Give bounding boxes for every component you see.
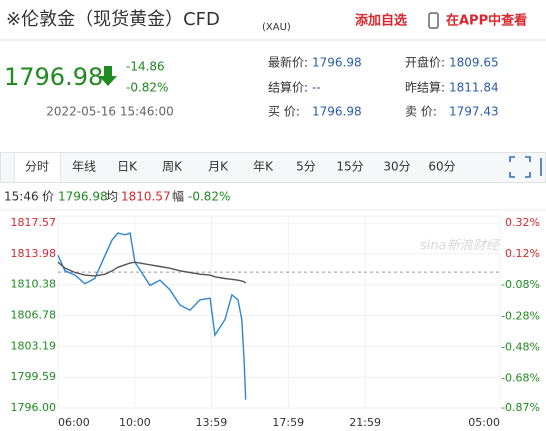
stat-value: 1811.84 bbox=[449, 81, 499, 95]
stat-label: 卖 价: bbox=[405, 105, 437, 119]
tab[interactable]: 日K bbox=[117, 160, 138, 174]
x-tick-label: 17:59 bbox=[272, 416, 304, 429]
tab[interactable]: 30分 bbox=[383, 160, 410, 174]
x-tick-label: 05:00 bbox=[468, 416, 500, 429]
open-app[interactable]: 在APP中查看 bbox=[446, 13, 527, 29]
y2-tick-label: -0.87% bbox=[501, 401, 540, 414]
code: (XAU) bbox=[262, 22, 291, 33]
chart: 1817.57 1813.98 1810.38 1806.78 1803.19 1799.… bbox=[11, 215, 540, 429]
y2-tick-label: 0.12% bbox=[505, 247, 540, 260]
tab-active bbox=[14, 152, 61, 183]
tab[interactable]: 年K bbox=[253, 160, 274, 174]
y-tick-label: 1813.98 bbox=[11, 247, 57, 260]
price-line bbox=[57, 232, 247, 400]
info-pct-label: 幅 bbox=[172, 189, 184, 204]
stats: 最新价: 1796.98 开盘价: 1809.65 结算价: -- 昨结算: 1811.84 买… bbox=[268, 55, 499, 119]
stat-label: 昨结算: bbox=[405, 80, 445, 95]
watermark: sina新浪财经 bbox=[420, 238, 501, 254]
expand-icon[interactable] bbox=[509, 156, 531, 178]
y-tick-label: 1796.00 bbox=[11, 401, 57, 414]
tab[interactable]: 60分 bbox=[428, 160, 455, 174]
stat-label: 最新价: bbox=[268, 55, 308, 70]
stat-value: 1797.43 bbox=[449, 105, 499, 119]
info-avg: 1810.57 bbox=[121, 190, 171, 204]
tab-bar bbox=[0, 152, 546, 183]
stat-value: 1796.98 bbox=[312, 56, 362, 70]
phone-icon bbox=[428, 12, 439, 29]
y2-tick-label: -0.08% bbox=[501, 278, 540, 291]
y2-tick-label: -0.68% bbox=[501, 371, 540, 384]
price: 1796.98 bbox=[4, 63, 103, 91]
tab[interactable]: 分时 bbox=[25, 160, 49, 174]
tab[interactable]: 月K bbox=[208, 160, 229, 174]
info-price-label: 价 bbox=[42, 190, 54, 204]
tab[interactable]: 5分 bbox=[296, 160, 316, 174]
stat-label: 买 价: bbox=[268, 105, 300, 119]
stat-value: 1796.98 bbox=[312, 105, 362, 119]
title: ※伦敦金（现货黄金）CFD bbox=[6, 9, 220, 30]
change-pct: -0.82% bbox=[126, 81, 168, 95]
x-tick-label: 06:00 bbox=[58, 416, 90, 429]
y-tick-label: 1799.59 bbox=[11, 370, 57, 383]
info-pct: -0.82% bbox=[188, 190, 230, 204]
y2-tick-label: 0.32% bbox=[505, 216, 540, 229]
y2-tick-label: -0.28% bbox=[501, 309, 540, 322]
info-price: 1796.98 bbox=[58, 190, 108, 204]
x-tick-label: 21:59 bbox=[349, 416, 381, 429]
y2-tick-label: -0.48% bbox=[501, 340, 540, 353]
stat-value: 1809.65 bbox=[449, 56, 499, 70]
stat-value: -- bbox=[312, 81, 321, 95]
y-tick-label: 1817.57 bbox=[11, 216, 57, 229]
tab[interactable]: 周K bbox=[162, 160, 183, 174]
x-tick-label: 10:00 bbox=[119, 416, 151, 429]
y-tick-label: 1810.38 bbox=[11, 278, 57, 291]
tab[interactable]: 年线 bbox=[72, 160, 96, 174]
tab[interactable]: 15分 bbox=[336, 160, 363, 174]
average-line bbox=[57, 261, 247, 284]
down-arrow bbox=[99, 66, 117, 86]
change: -14.86 bbox=[126, 60, 165, 74]
quote-time: 2022-05-16 15:46:00 bbox=[46, 105, 173, 119]
add-watchlist[interactable]: 添加自选 bbox=[355, 13, 407, 29]
stat-label: 结算价: bbox=[268, 80, 308, 95]
stat-label: 开盘价: bbox=[405, 55, 445, 70]
x-tick-label: 13:59 bbox=[196, 416, 228, 429]
info-avg-label: 均 bbox=[106, 190, 118, 204]
y-tick-label: 1806.78 bbox=[11, 309, 57, 322]
info-time: 15:46 bbox=[4, 190, 39, 204]
y-tick-label: 1803.19 bbox=[11, 339, 57, 352]
